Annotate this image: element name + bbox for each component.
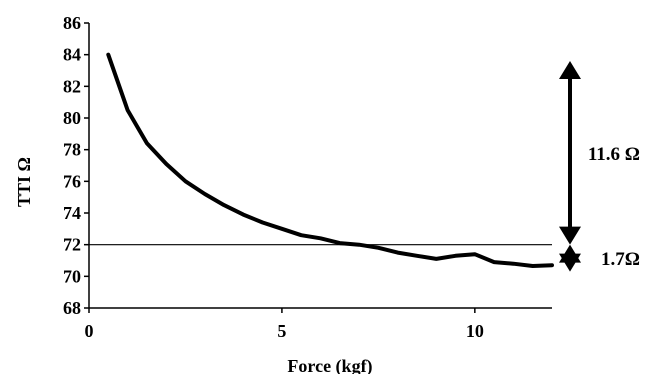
y-tick-label: 86 — [63, 13, 81, 33]
x-tick-label: 5 — [277, 321, 286, 341]
annotation-label: 11.6 Ω — [588, 144, 640, 165]
y-tick-label: 76 — [63, 171, 81, 191]
x-tick-label: 10 — [466, 321, 484, 341]
y-tick-label: 78 — [63, 140, 81, 160]
series-line — [106, 52, 554, 268]
annotation-arrow: 11.6 Ω — [559, 61, 640, 245]
arrow-head-down — [559, 226, 581, 245]
x-axis-ticks: 0 5 10 — [85, 308, 484, 341]
arrow-head-down — [559, 253, 581, 272]
y-tick-label: 80 — [63, 108, 81, 128]
annotations: 11.6 Ω 1.7Ω — [559, 61, 640, 272]
y-tick-label: 84 — [63, 45, 81, 65]
y-axis-ticks: 68 70 72 74 76 78 80 82 84 86 — [63, 13, 89, 318]
arrow-head-up — [559, 61, 581, 79]
y-tick-label: 68 — [63, 298, 81, 318]
y-tick-label: 70 — [63, 266, 81, 286]
y-tick-label: 72 — [63, 235, 81, 255]
y-tick-label: 82 — [63, 76, 81, 96]
annotation-arrow: 1.7Ω — [559, 244, 640, 272]
annotation-label: 1.7Ω — [601, 249, 640, 270]
y-axis-label: TTI Ω — [14, 157, 34, 207]
x-tick-label: 0 — [85, 321, 94, 341]
x-axis-label: Force (kgf) — [287, 356, 372, 374]
y-tick-label: 74 — [63, 203, 81, 223]
